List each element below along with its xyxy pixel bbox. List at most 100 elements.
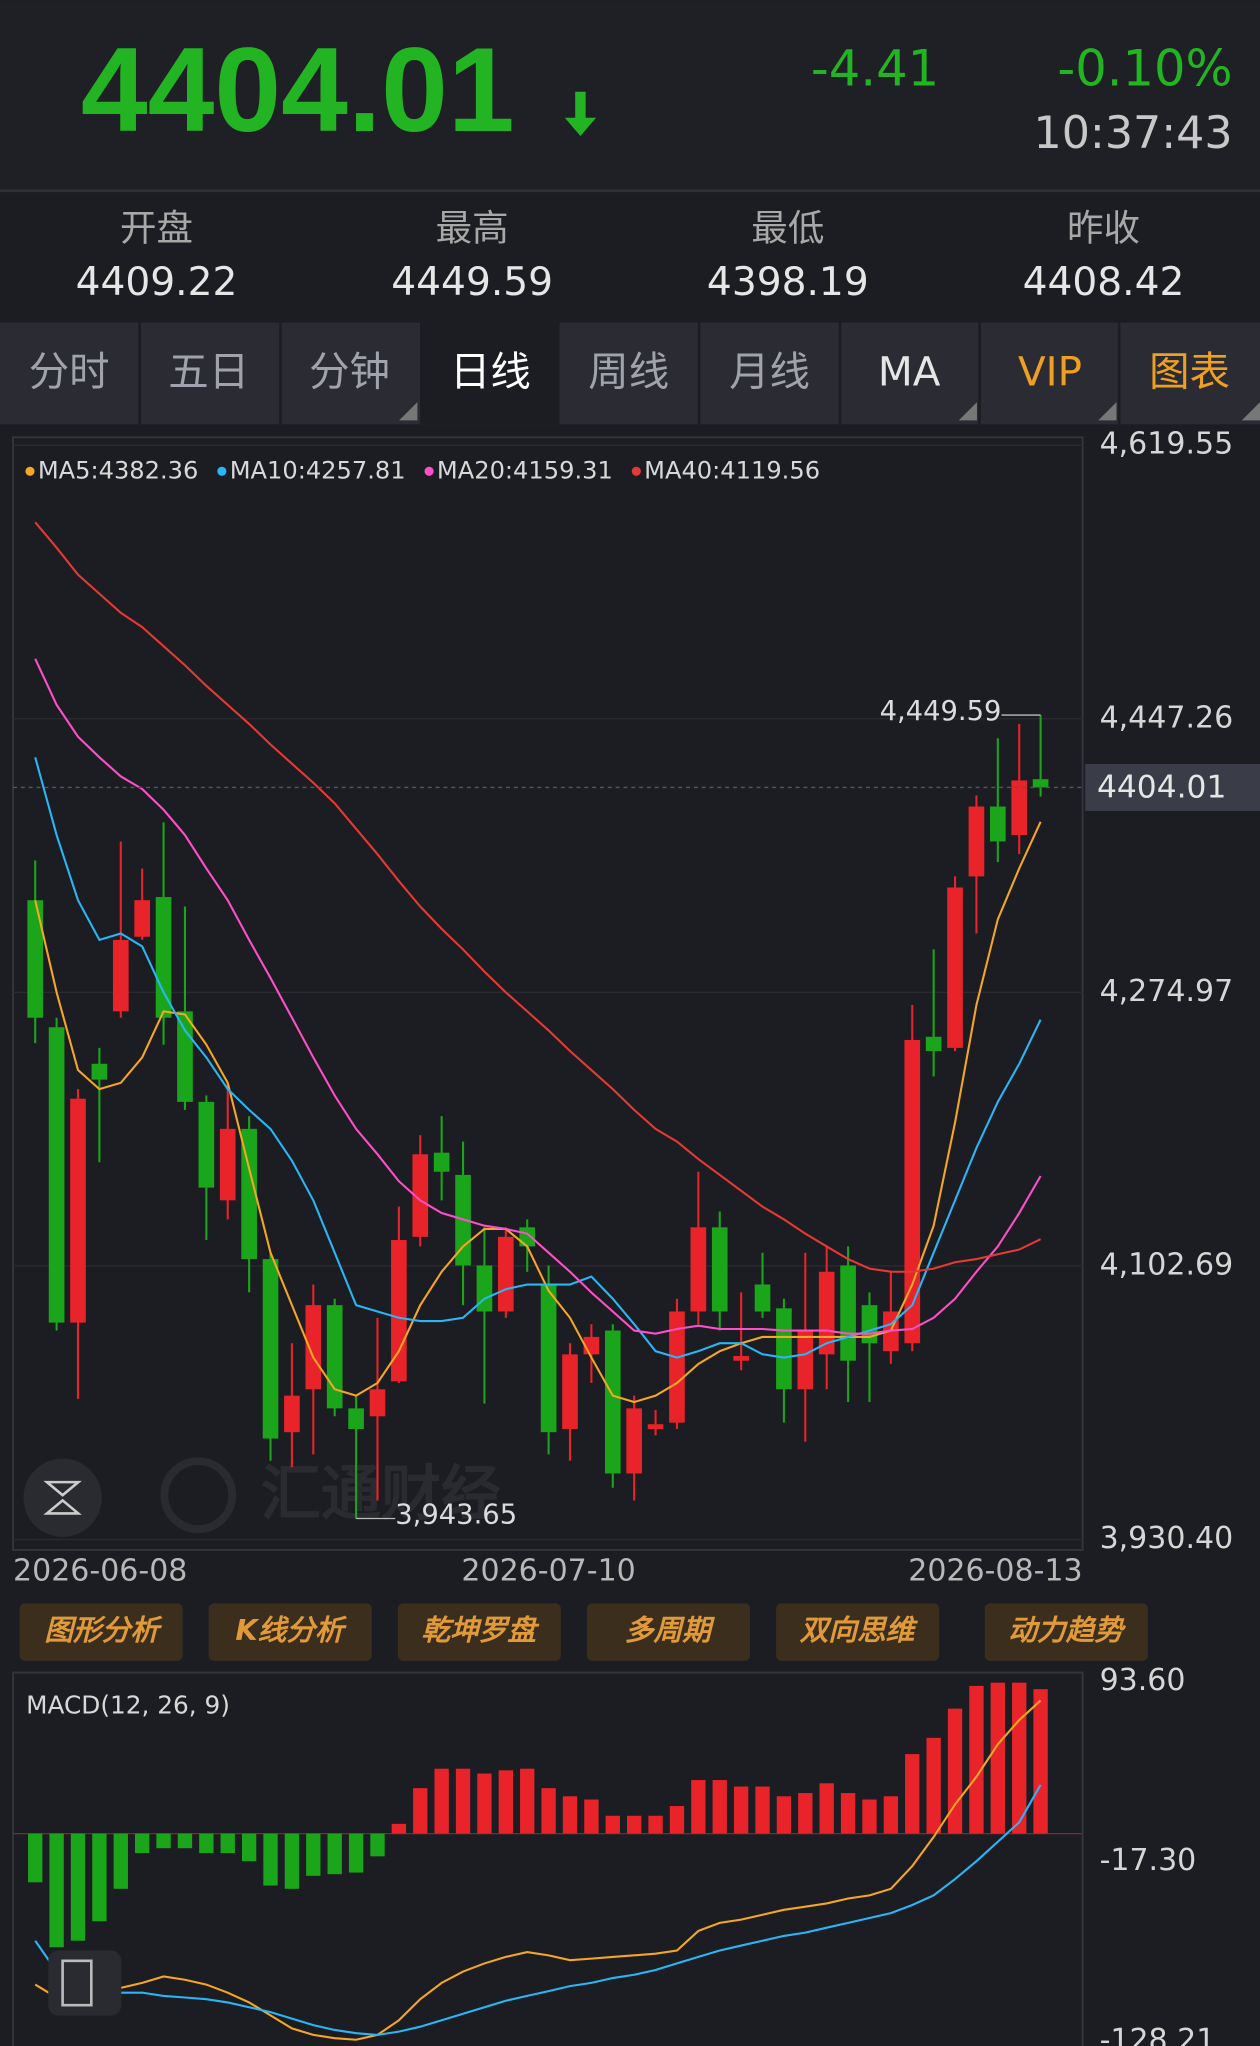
candle-body	[305, 1305, 322, 1390]
macd-bar	[947, 1708, 963, 1834]
candle-body	[112, 939, 129, 1012]
tab-bar	[0, 322, 1260, 425]
candle-body	[369, 1389, 386, 1417]
candle-body	[91, 1063, 108, 1080]
button-bg[interactable]	[19, 1603, 183, 1661]
watermark-logo	[160, 1457, 237, 1533]
ma-line	[34, 821, 1042, 1404]
candle-body	[262, 1259, 279, 1439]
macd-bar	[263, 1833, 278, 1886]
watermark: 汇通财经	[261, 1459, 501, 1529]
macd-bar	[776, 1796, 792, 1834]
tab-selected-bg	[420, 322, 560, 425]
macd-bar	[70, 1833, 86, 1941]
macd-bar	[627, 1815, 642, 1834]
y-tick-label: 93.60	[1100, 1663, 1186, 1698]
stat-value: 4409.22	[76, 260, 238, 305]
macd-bar	[348, 1833, 364, 1873]
candle-body	[990, 806, 1006, 842]
macd-bar	[49, 1833, 64, 1948]
stat-value: 4449.59	[391, 260, 553, 305]
macd-bar	[135, 1833, 150, 1854]
ma-line	[34, 757, 1042, 1359]
macd-bar	[648, 1815, 663, 1834]
candle-body	[70, 1098, 86, 1323]
y-tick-label: 4,274.97	[1100, 974, 1234, 1009]
last-price: 4404.01	[81, 23, 515, 157]
candle-body	[626, 1408, 642, 1474]
macd-bar	[455, 1768, 471, 1834]
candle-body	[497, 1236, 514, 1312]
stat-value: 4398.19	[707, 260, 869, 305]
tab[interactable]: 分时	[29, 348, 110, 396]
tab[interactable]: MA	[878, 348, 941, 396]
price-change: -4.41	[811, 40, 939, 98]
legend-label: MA10:4257.81	[230, 456, 406, 484]
candle-body	[241, 1128, 257, 1260]
quote-time: 10:37:43	[1034, 108, 1233, 159]
tab[interactable]: 五日	[168, 348, 249, 396]
macd-bar	[92, 1833, 107, 1922]
button[interactable]: K线分析	[235, 1613, 348, 1647]
tab[interactable]: VIP	[1018, 348, 1082, 396]
macd-bar	[798, 1793, 813, 1834]
macd-bar	[28, 1833, 43, 1883]
tool-buttons: 图形分析 K线分析 乾坤罗盘 多周期 双向思维 动力趋势	[19, 1603, 1148, 1661]
stat-label: 最低	[751, 206, 824, 249]
macd-bar	[584, 1799, 599, 1834]
legend-dot	[631, 466, 641, 476]
y-tick-label: 3,930.40	[1100, 1521, 1234, 1556]
macd-bar	[605, 1815, 620, 1834]
macd-bar	[755, 1786, 770, 1834]
candle-body	[604, 1330, 621, 1474]
candle-body	[412, 1154, 429, 1237]
macd-bar	[969, 1685, 984, 1834]
macd-line	[34, 1699, 1042, 2041]
tab[interactable]: 月线	[729, 348, 810, 396]
y-tick-label: -128.21	[1100, 2023, 1216, 2046]
tab[interactable]: 分钟	[309, 348, 390, 396]
ma-line	[34, 658, 1042, 1335]
tab-active[interactable]: 日线	[450, 348, 531, 396]
candle-body	[155, 897, 172, 1018]
tab[interactable]: 图表	[1149, 348, 1230, 396]
button-bg[interactable]	[586, 1603, 750, 1661]
macd-frame	[12, 1671, 1084, 2046]
candle-body	[925, 1036, 942, 1052]
macd-bar	[113, 1833, 128, 1889]
candle-body	[27, 900, 44, 1018]
macd-bar	[156, 1833, 171, 1849]
candle-body	[134, 900, 150, 937]
button-bg[interactable]	[208, 1603, 372, 1661]
button[interactable]: 双向思维	[800, 1613, 919, 1647]
legend-dot	[424, 466, 434, 476]
y-tick-label: 4,619.55	[1100, 427, 1234, 462]
tab[interactable]: 周线	[588, 348, 669, 396]
macd-bar	[391, 1823, 407, 1834]
candle-body	[711, 1227, 728, 1312]
candle-body	[540, 1284, 557, 1433]
macd-bar	[306, 1833, 321, 1876]
share-button[interactable]	[48, 1950, 122, 2016]
button-bg[interactable]	[776, 1603, 940, 1661]
macd-bar	[1012, 1682, 1027, 1834]
macd-bar	[562, 1796, 578, 1834]
button[interactable]: 动力趋势	[1008, 1613, 1126, 1647]
macd-bar	[241, 1833, 257, 1862]
button[interactable]: 乾坤罗盘	[421, 1613, 539, 1647]
macd-bar	[541, 1788, 556, 1834]
button-bg[interactable]	[984, 1603, 1148, 1661]
button[interactable]: 多周期	[625, 1613, 715, 1647]
candle-body	[797, 1330, 814, 1390]
macd-bar	[883, 1796, 899, 1834]
candle-body	[968, 806, 985, 877]
zoom-button[interactable]	[23, 1458, 102, 1537]
current-price-tag	[1085, 763, 1260, 811]
main-chart-frame	[12, 436, 1084, 1551]
y-tick-label: 4,447.26	[1100, 700, 1234, 735]
button[interactable]: 图形分析	[44, 1613, 163, 1647]
x-tick-label: 2026-07-10	[461, 1554, 635, 1589]
button-bg[interactable]	[397, 1603, 561, 1661]
